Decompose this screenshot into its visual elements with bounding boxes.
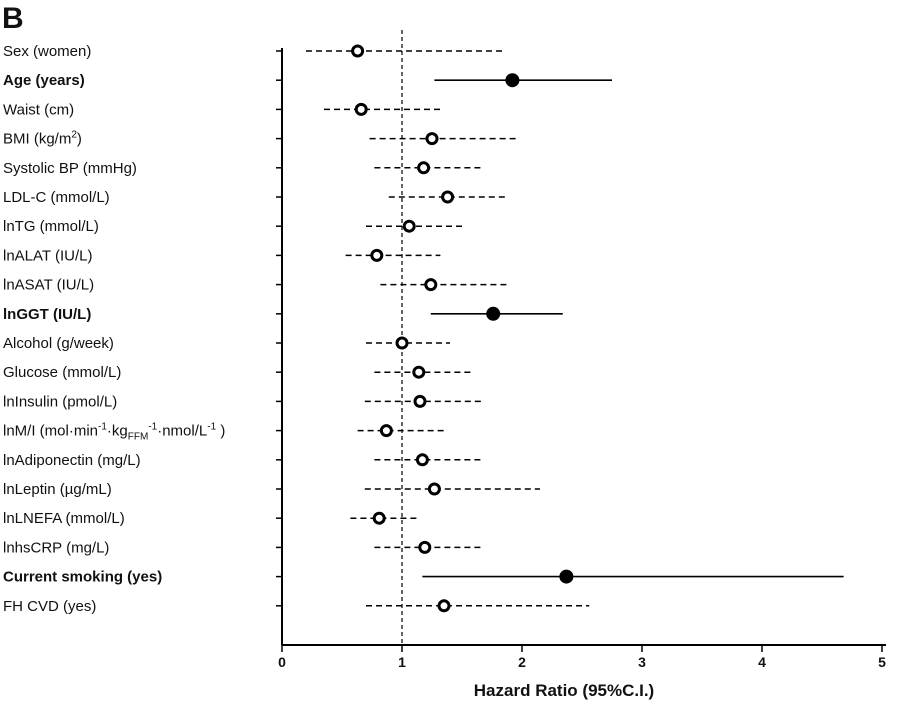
- row-label: FH CVD (yes): [3, 598, 96, 615]
- y-axis: [276, 48, 283, 645]
- hazard-ratio-point: [417, 161, 431, 175]
- row-label: lnInsulin (pmol/L): [3, 393, 117, 410]
- hazard-ratio-point: [413, 394, 427, 408]
- hazard-ratio-point: [351, 44, 365, 58]
- hazard-ratio-point: [372, 511, 386, 525]
- row-label: Systolic BP (mmHg): [3, 160, 137, 177]
- hazard-ratio-point: [441, 190, 455, 204]
- x-tick-label: 5: [878, 654, 886, 670]
- panel-label: B: [2, 2, 24, 35]
- row-label: lnLNEFA (mmol/L): [3, 510, 125, 527]
- row-label: BMI (kg/m2): [3, 130, 82, 148]
- row-label: lnGGT (IU/L): [3, 306, 91, 323]
- hazard-ratio-point: [424, 278, 438, 292]
- row-label: Age (years): [3, 72, 85, 89]
- hazard-ratio-point-significant: [505, 73, 520, 88]
- confidence-intervals: [306, 50, 844, 607]
- row-label: Sex (women): [3, 43, 91, 60]
- row-label: Current smoking (yes): [3, 569, 162, 586]
- row-label: lnTG (mmol/L): [3, 218, 99, 235]
- hazard-ratio-point: [415, 453, 429, 467]
- hazard-ratio-point: [418, 540, 432, 554]
- row-label: Waist (cm): [3, 101, 74, 118]
- row-label: LDL-C (mmol/L): [3, 189, 110, 206]
- x-tick-label: 3: [638, 654, 646, 670]
- x-axis: 0 1 2 3 4 5: [278, 644, 886, 670]
- hazard-ratio-point: [379, 424, 393, 438]
- hazard-ratio-point: [425, 132, 439, 146]
- hazard-ratio-points: [351, 44, 574, 613]
- x-tick-label: 1: [398, 654, 406, 670]
- hazard-ratio-point: [402, 219, 416, 233]
- x-tick-label: 4: [758, 654, 766, 670]
- hazard-ratio-point-significant: [559, 569, 574, 584]
- x-axis-label: Hazard Ratio (95%C.I.): [474, 681, 654, 700]
- row-label: Glucose (mmol/L): [3, 364, 121, 381]
- row-label: lnM/I (mol·min-1·kgFFM-1·nmol/L-1 ): [3, 422, 225, 443]
- x-tick-label: 0: [278, 654, 286, 670]
- row-label: lnALAT (IU/L): [3, 247, 92, 264]
- x-tick-label: 2: [518, 654, 526, 670]
- hazard-ratio-point: [354, 102, 368, 116]
- hazard-ratio-point: [437, 599, 451, 613]
- hazard-ratio-point-significant: [486, 306, 501, 321]
- row-label: Alcohol (g/week): [3, 335, 114, 352]
- hazard-ratio-point: [412, 365, 426, 379]
- row-label: lnASAT (IU/L): [3, 277, 94, 294]
- row-labels: Sex (women) Age (years) Waist (cm) BMI (kg/…: [3, 43, 225, 615]
- hazard-ratio-point: [370, 248, 384, 262]
- row-label: lnLeptin (µg/mL): [3, 481, 112, 498]
- row-label: lnhsCRP (mg/L): [3, 539, 109, 556]
- hazard-ratio-point: [395, 336, 409, 350]
- hazard-ratio-point: [427, 482, 441, 496]
- row-label: lnAdiponectin (mg/L): [3, 452, 141, 469]
